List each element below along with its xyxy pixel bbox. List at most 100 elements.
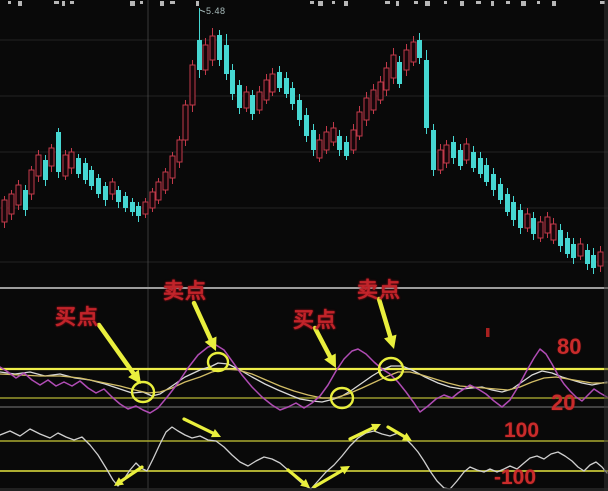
- candle-body-up: [142, 201, 149, 215]
- candle-body-up: [155, 181, 162, 201]
- trend-arrow-icon: [386, 425, 406, 439]
- candle-body-up: [243, 91, 250, 109]
- candle-body-down: [471, 152, 476, 168]
- trend-arrow-icon: [210, 429, 221, 438]
- candle-body-up: [109, 181, 116, 195]
- candle-body-down: [585, 250, 590, 264]
- candle-body-down: [424, 60, 429, 128]
- cropped-text-fragment: [396, 1, 399, 6]
- candle-body-up: [390, 54, 397, 79]
- cropped-text-fragment: [54, 1, 59, 4]
- candle-body-down: [89, 170, 94, 186]
- cropped-text-fragment: [62, 1, 65, 6]
- cropped-text-fragment: [476, 1, 481, 4]
- peak-price-label: 5.48: [206, 6, 226, 16]
- candle-body-down: [311, 130, 316, 150]
- candle-body-up: [350, 129, 357, 151]
- candle-body-down: [505, 194, 510, 212]
- candle-body-down: [558, 230, 563, 246]
- candle-body-up: [316, 139, 323, 159]
- candle-body-up: [202, 44, 209, 71]
- candle-body-down: [297, 100, 302, 120]
- annotation-arrow-icon: [384, 334, 397, 349]
- candle-body-up: [256, 91, 263, 111]
- candle-body-up: [28, 169, 35, 195]
- candle-body-down: [83, 163, 88, 180]
- candle-body-down: [224, 45, 229, 74]
- cropped-text-fragment: [130, 1, 135, 6]
- candle-body-down: [491, 174, 496, 190]
- candle-body-down: [23, 190, 28, 210]
- trend-arrow-icon: [286, 468, 305, 484]
- cropped-text-fragment: [537, 1, 540, 4]
- trend-arrow-icon: [119, 465, 144, 483]
- candle-body-down: [123, 196, 128, 208]
- candle-body-up: [263, 79, 270, 101]
- candle-body-down: [96, 178, 101, 194]
- screenshot-edge-artifact: [0, 488, 608, 491]
- cropped-text-fragment: [521, 1, 526, 6]
- candle-body-up: [550, 223, 557, 241]
- candle-body-up: [524, 213, 531, 229]
- candle-body-up: [410, 41, 417, 63]
- highlight-circle-icon: [206, 351, 230, 373]
- annotation-arrow-icon: [312, 325, 333, 359]
- candle-body-down: [484, 165, 489, 182]
- cropped-text-fragment: [18, 1, 22, 6]
- cropped-text-fragment: [170, 1, 175, 4]
- indicator-line-D: [0, 368, 608, 399]
- candle-body-down: [277, 72, 282, 88]
- highlight-circle-icon: [329, 386, 355, 410]
- candle-body-down: [130, 202, 135, 212]
- annotation-arrow-icon: [324, 353, 336, 368]
- candle-body-down: [250, 95, 255, 114]
- candle-body-up: [323, 131, 330, 151]
- candle-body-down: [337, 136, 342, 150]
- candle-body-up: [330, 127, 337, 143]
- candle-body-down: [103, 186, 108, 200]
- cropped-text-fragment: [506, 1, 510, 4]
- candle-body-down: [116, 190, 121, 202]
- osc-lower-level-label: -100: [494, 466, 537, 489]
- cropped-text-fragment: [344, 1, 348, 6]
- cropped-text-fragment: [140, 1, 143, 4]
- candle-body-up: [363, 97, 370, 121]
- candle-body-down: [417, 40, 422, 58]
- candlesticks: [1, 8, 604, 274]
- candle-body-down: [565, 238, 570, 254]
- candle-body-up: [209, 35, 216, 61]
- candle-body-up: [403, 49, 410, 71]
- candle-body-up: [62, 154, 69, 177]
- candle-body-up: [169, 155, 176, 179]
- cropped-text-fragment: [385, 1, 390, 4]
- candle-body-up: [35, 154, 42, 177]
- candle-body-up: [597, 251, 604, 267]
- candle-body-down: [431, 130, 436, 170]
- annotation-sell-point-1: 卖点: [163, 280, 207, 303]
- candle-body-up: [1, 199, 8, 223]
- candle-body-down: [458, 150, 463, 166]
- small-red-mark: [486, 328, 490, 337]
- candle-body-up: [68, 151, 75, 169]
- annotation-arrow-icon: [376, 296, 393, 339]
- candle-body-up: [383, 67, 390, 91]
- candle-body-up: [8, 193, 15, 215]
- candle-body-down: [518, 210, 523, 228]
- annotation-buy-point-1: 买点: [55, 306, 99, 329]
- candle-body-down: [304, 115, 309, 136]
- candle-body-down: [136, 206, 141, 216]
- trend-arrow-icon: [348, 426, 375, 441]
- annotation-arrow-icon: [204, 336, 217, 351]
- annotation-arrow-icon: [191, 300, 213, 342]
- kdj-upper-level-label: 80: [557, 334, 582, 359]
- candle-body-down: [217, 35, 222, 60]
- cropped-text-fragment: [196, 1, 199, 6]
- candle-body-up: [356, 111, 363, 137]
- trend-arrow-icon: [300, 478, 310, 488]
- candle-body-down: [531, 218, 536, 234]
- highlight-circle-icon: [377, 356, 405, 382]
- cropped-text-fragment: [552, 1, 556, 6]
- cropped-text-fragment: [414, 1, 418, 4]
